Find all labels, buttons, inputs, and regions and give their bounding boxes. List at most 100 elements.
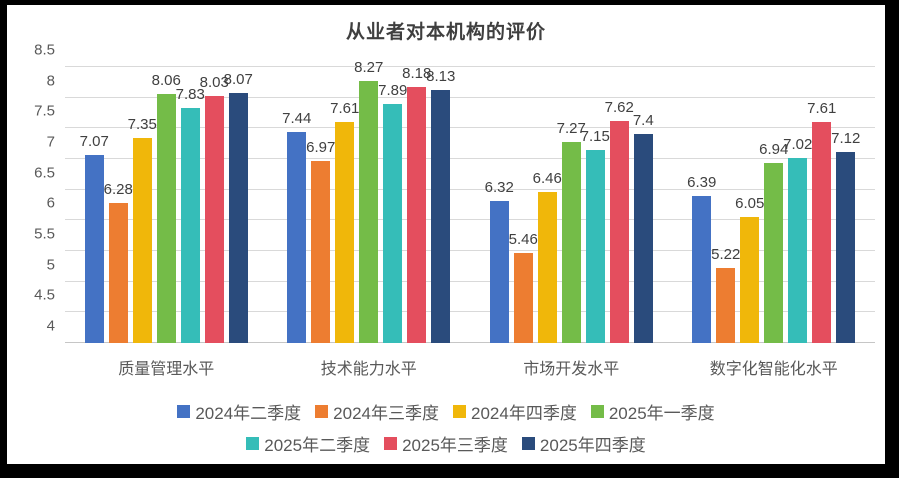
barwrap: 6.46 [533,67,562,343]
y-axis-tick-label: 4.5 [34,286,55,304]
x-axis-category-label: 技术能力水平 [320,361,417,378]
bar-value-label: 7.07 [79,132,109,150]
gridline [65,127,875,129]
bar-series4-cat2 [359,81,379,343]
barwrap: 7.07 [80,67,109,343]
y-axis-tick-label: 5.5 [34,225,55,243]
bar-value-label: 7.15 [580,127,610,145]
legend-label: 2024年三季度 [333,403,439,423]
y-axis-tick-label: 6.5 [34,164,55,182]
chart-title: 从业者对本机构的评价 [345,22,546,43]
bar-value-label: 7.44 [282,110,312,128]
bar-series1-cat2 [287,132,307,343]
legend-swatch-icon [246,436,260,450]
chart-panel: 从业者对本机构的评价 4 4.5 5 5.5 6 6.5 7 7.5 8 8.5 7.07 6.28… [7,5,885,464]
bar-value-label: 7.4 [632,112,654,130]
barwrap: 7.62 [605,67,634,343]
gridline [65,280,875,282]
bar-value-label: 6.46 [532,170,562,188]
barwrap: 7.15 [581,67,610,343]
bar-value-label: 6.32 [484,178,514,196]
gridline [65,96,875,98]
gridline [65,250,875,251]
x-axis-category-label: 数字化智能化水平 [709,361,838,378]
bar-series3-cat2 [335,121,355,343]
barwrap: 7.4 [632,67,654,343]
legend-label: 2024年二季度 [195,403,302,423]
legend-item: 2025年一季度 [590,399,715,424]
barwrap: 7.89 [378,67,407,343]
x-axis-category-label: 市场开发水平 [523,361,620,378]
legend-item: 2025年三季度 [384,431,508,456]
bar-value-label: 6.28 [103,181,133,199]
bar-series6-cat1 [204,95,224,343]
barwrap: 6.39 [687,67,716,343]
y-axis-tick-label: 8 [46,72,55,90]
legend-item: 2024年三季度 [315,399,439,424]
legend-swatch-icon [453,404,466,418]
bar-value-label: 7.27 [556,120,586,138]
bar-series7-cat1 [228,93,248,343]
bar-series1-cat3 [489,200,509,343]
barwrap: 8.06 [152,67,181,343]
bar-value-label: 7.02 [783,135,813,153]
gridline [65,66,875,67]
bar-series7-cat3 [633,134,653,343]
bar-value-label: 7.62 [604,98,634,116]
bar-series2-cat1 [108,203,128,343]
legend-row: 2024年二季度 2024年三季度 2024年四季度 2025年一季度 [7,395,885,427]
barwrap: 8.07 [224,67,253,343]
bar-value-label: 8.13 [426,67,456,85]
legend-swatch-icon [384,436,398,450]
gridline [65,342,875,343]
barwrap: 7.83 [176,67,205,343]
y-axis-tick-label: 8.5 [34,41,55,59]
bar-value-label: 6.94 [759,140,789,158]
bar-value-label: 7.61 [807,99,837,117]
bar-value-label: 7.35 [127,115,157,133]
barwrap: 5.46 [509,67,538,343]
bar-series6-cat2 [407,86,427,343]
bar-value-label: 7.12 [831,129,861,147]
bar-group-4: 6.39 5.22 6.05 6.94 7.02 7.61 7.12 [673,67,876,343]
legend-item: 2024年二季度 [177,399,301,424]
legend-label: 2025年二季度 [264,435,371,455]
bar-series7-cat2 [431,89,451,343]
bar-series4-cat4 [764,162,784,343]
bar-series3-cat4 [740,217,760,343]
x-axis-category-labels: 质量管理水平 技术能力水平 市场开发水平 数字化智能化水平 [65,355,875,379]
bar-series1-cat4 [692,196,712,343]
bar-value-label: 5.46 [508,231,538,249]
bar-series5-cat3 [585,149,605,343]
bar-value-label: 8.07 [223,71,253,89]
bar-series7-cat4 [836,151,856,343]
bar-group-3: 6.32 5.46 6.46 7.27 7.15 7.62 7.4 [470,67,673,343]
bar-value-label: 5.22 [711,246,741,264]
legend-label: 2025年三季度 [402,435,508,455]
barwrap: 7.61 [807,67,836,343]
bar-groups: 7.07 6.28 7.35 8.06 7.83 8.03 8.07 7.44 6.97 7.61… [65,60,876,343]
bar-value-label: 7.89 [378,82,408,100]
barwrap: 8.27 [354,60,383,343]
gridline [65,311,875,313]
barwrap: 8.18 [402,66,431,343]
bar-series5-cat4 [788,157,808,343]
y-axis-tick-label: 7 [46,133,55,151]
barwrap: 6.05 [735,67,764,343]
bar-series4-cat1 [156,94,176,343]
legend-item: 2025年二季度 [246,431,370,456]
x-axis-category-label: 质量管理水平 [118,361,215,378]
legend-swatch-icon [177,404,191,418]
barwrap: 6.94 [759,67,788,343]
legend-label: 2025年一季度 [608,403,715,423]
legend-row: 2025年二季度 2025年三季度 2025年四季度 [7,427,885,459]
bar-value-label: 8.06 [151,72,181,89]
barwrap: 6.97 [306,67,335,343]
bar-series2-cat3 [513,253,533,343]
y-axis-tick-label: 6 [46,194,55,212]
bar-value-label: 8.18 [402,64,432,82]
bar-value-label: 6.39 [687,174,717,192]
y-axis-tick-label: 5 [46,256,55,274]
barwrap: 7.61 [330,67,359,343]
